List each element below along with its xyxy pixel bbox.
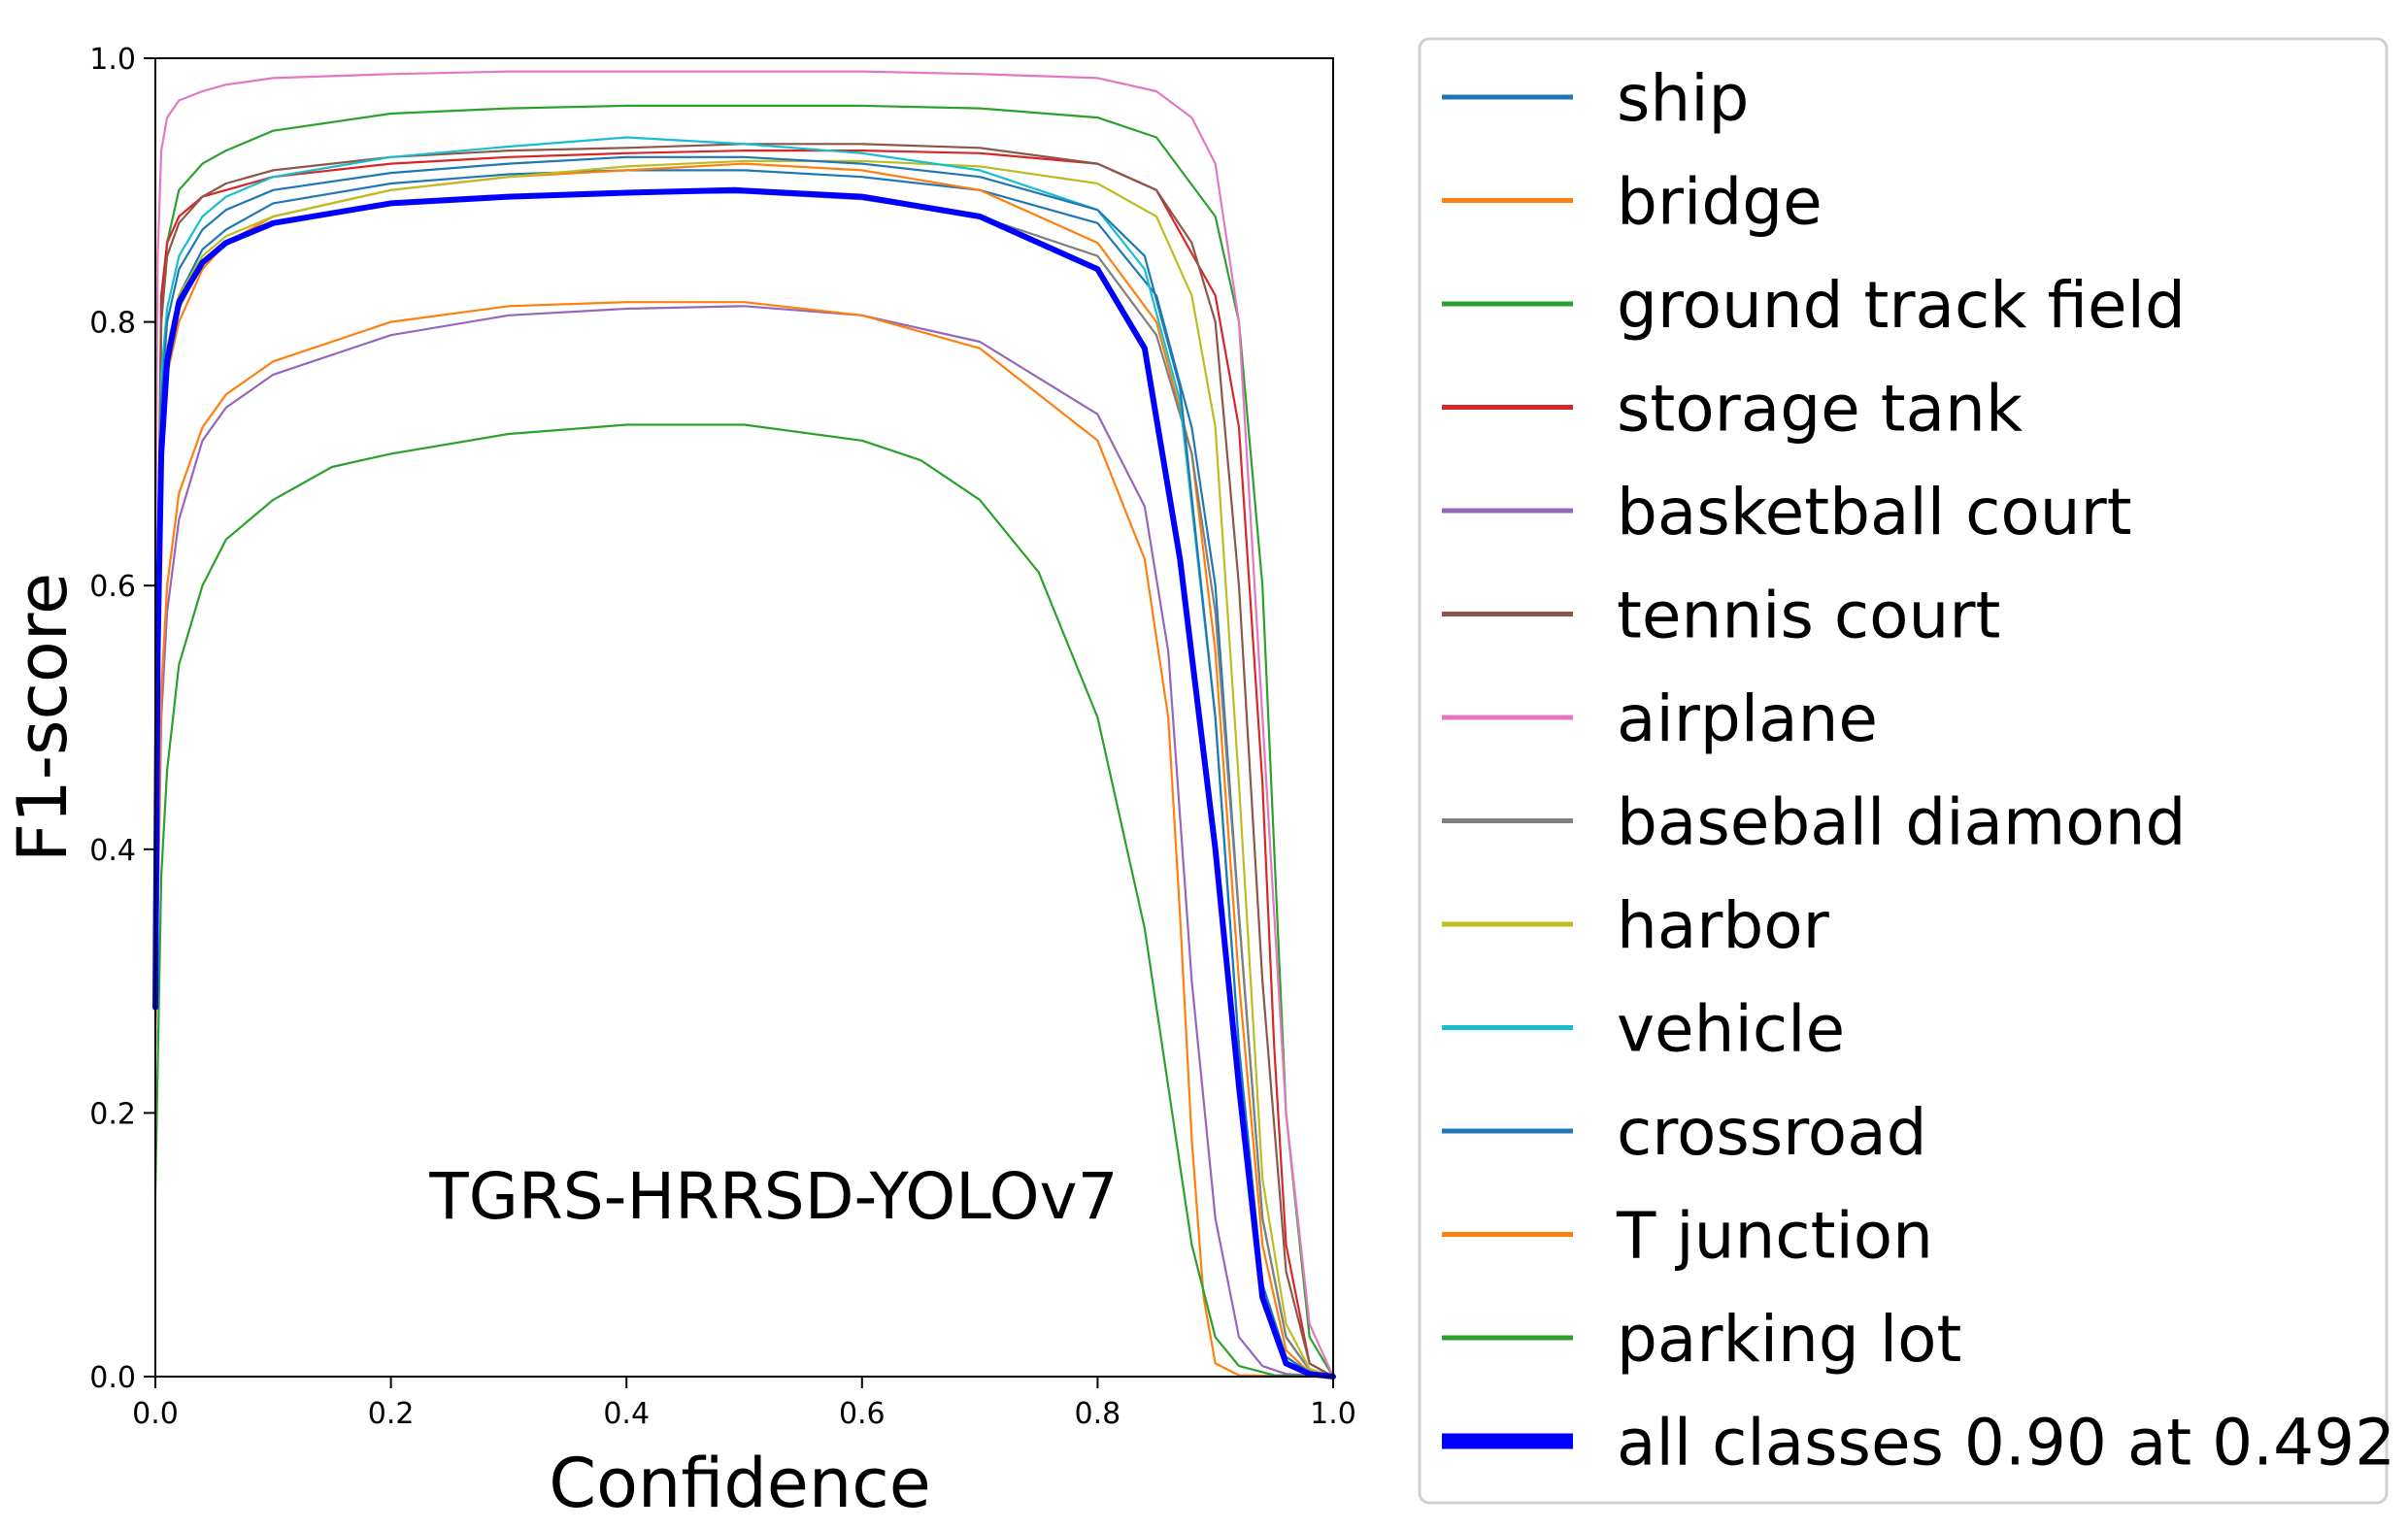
series-line-t-junction <box>153 301 1335 1379</box>
plot-lines <box>152 70 1336 1380</box>
legend-item-bridge: bridge <box>1442 165 1823 240</box>
series-line-all-classes-0-90-at-0-492 <box>152 186 1336 1380</box>
y-tick-label: 0.4 <box>89 834 136 868</box>
series-line-ground-track-field <box>153 104 1335 1379</box>
legend-item-tennis-court: tennis court <box>1442 579 2000 653</box>
legend-item-ship: ship <box>1442 61 1749 136</box>
legend-label: tennis court <box>1617 579 2000 653</box>
legend-item-ground-track-field: ground track field <box>1442 268 2186 343</box>
series-line-bridge <box>153 162 1335 1379</box>
legend-label: basketball court <box>1617 475 2132 549</box>
series-line-basketball-court <box>153 305 1335 1379</box>
x-tick-label: 0.4 <box>603 1397 650 1431</box>
legend-item-all-classes-0-90-at-0-492: all classes 0.90 at 0.492 <box>1442 1406 2395 1480</box>
y-axis-label: F1-score <box>3 573 83 862</box>
legend-item-basketball-court: basketball court <box>1442 475 2132 549</box>
legend-label: airplane <box>1617 682 1878 756</box>
legend-item-t-junction: T junction <box>1442 1199 1933 1274</box>
x-tick-label: 0.0 <box>132 1397 179 1431</box>
series-line-tennis-court <box>153 143 1335 1379</box>
legend-label: harbor <box>1617 888 1830 963</box>
y-tick-label: 1.0 <box>89 43 136 77</box>
legend-item-parking-lot: parking lot <box>1442 1302 1961 1377</box>
y-tick-label: 0.6 <box>89 570 136 604</box>
chart-annotation: TGRS-HRRSD-YOLOv7 <box>428 1159 1118 1234</box>
series-line-storage-tank <box>153 150 1335 1379</box>
x-tick-label: 0.2 <box>368 1397 415 1431</box>
legend-item-storage-tank: storage tank <box>1442 372 2023 447</box>
series-line-crossroad <box>153 155 1335 1379</box>
legend-item-airplane: airplane <box>1442 682 1878 756</box>
y-tick-label: 0.2 <box>89 1097 136 1131</box>
legend-item-vehicle: vehicle <box>1442 992 1845 1067</box>
legend-label: storage tank <box>1617 372 2023 447</box>
legend-item-crossroad: crossroad <box>1442 1095 1927 1170</box>
y-tick-label: 0.8 <box>89 307 136 341</box>
legend-label: ground track field <box>1617 268 2186 343</box>
legend-label: bridge <box>1617 165 1823 240</box>
series-line-airplane <box>153 70 1335 1379</box>
legend-label: parking lot <box>1617 1302 1961 1377</box>
legend-label: ship <box>1617 61 1749 136</box>
series-line-parking-lot <box>153 423 1335 1379</box>
x-axis-ticks: 0.0 0.2 0.4 0.6 0.8 1.0 <box>132 1377 1356 1431</box>
legend-label: crossroad <box>1617 1095 1927 1170</box>
y-tick-label: 0.0 <box>89 1361 136 1395</box>
x-tick-label: 0.8 <box>1075 1397 1121 1431</box>
legend-item-harbor: harbor <box>1442 888 1830 963</box>
x-tick-label: 1.0 <box>1310 1397 1356 1431</box>
legend-label: all classes 0.90 at 0.492 <box>1617 1406 2395 1480</box>
y-axis-ticks: 0.0 0.2 0.4 0.6 0.8 1.0 <box>89 43 155 1395</box>
plot-frame <box>154 57 1334 1378</box>
legend: ship bridge ground track field storage tank… <box>1442 61 2395 1480</box>
x-axis-label: Confidence <box>549 1444 931 1523</box>
legend-label: baseball diamond <box>1617 785 2186 860</box>
legend-box <box>1418 37 2389 1505</box>
x-tick-label: 0.6 <box>839 1397 886 1431</box>
legend-label: T junction <box>1616 1199 1933 1274</box>
legend-label: vehicle <box>1617 992 1845 1067</box>
legend-item-baseball-diamond: baseball diamond <box>1442 785 2186 860</box>
